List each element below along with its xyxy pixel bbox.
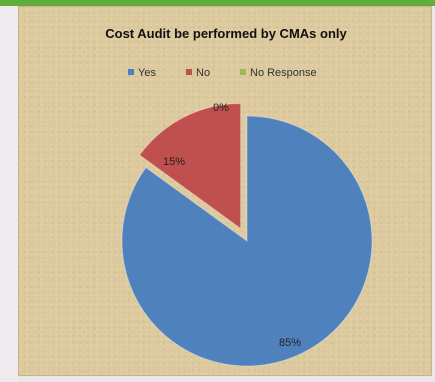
pie-slice-no	[138, 103, 242, 230]
chart-area: Cost Audit be performed by CMAs only Yes…	[18, 6, 432, 376]
data-labels: 85% 15% 0%	[163, 102, 301, 349]
pie-chart: Cost Audit be performed by CMAs only Yes…	[105, 26, 373, 367]
legend-swatch-yes	[128, 69, 134, 75]
legend-swatch-no-response	[240, 69, 246, 75]
data-label-no-response: 0%	[213, 102, 229, 114]
chart-title: Cost Audit be performed by CMAs only	[105, 26, 347, 41]
legend-label-yes: Yes	[138, 67, 156, 79]
legend-label-no-response: No Response	[250, 67, 317, 79]
legend-swatch-no	[186, 69, 192, 75]
legend: Yes No No Response	[128, 67, 317, 79]
legend-label-no: No	[196, 67, 210, 79]
data-label-no: 15%	[163, 156, 185, 168]
data-label-yes: 85%	[279, 337, 301, 349]
top-band	[0, 0, 435, 6]
left-margin	[0, 6, 18, 382]
pie-slice-yes	[121, 115, 373, 367]
pie-slices	[121, 103, 373, 367]
